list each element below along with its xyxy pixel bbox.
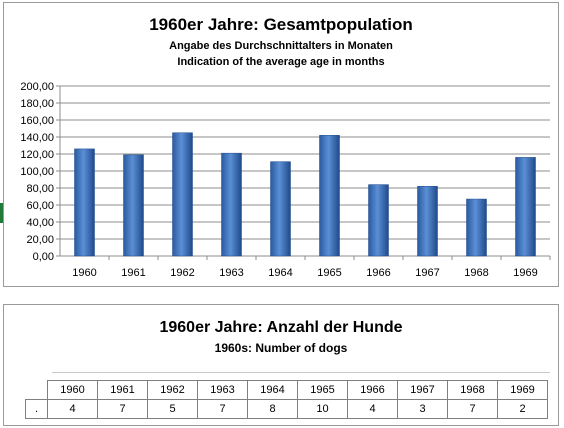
- chart-title: 1960er Jahre: Gesamtpopulation: [149, 15, 413, 34]
- y-tick-label: 100,00: [20, 166, 54, 178]
- chart-panel[interactable]: 1960er Jahre: Gesamtpopulation Angabe de…: [3, 2, 559, 287]
- x-tick-label: 1963: [219, 267, 243, 279]
- year-cell[interactable]: 1963: [197, 380, 248, 400]
- x-tick-label: 1962: [170, 267, 194, 279]
- x-tick-label: 1961: [121, 267, 145, 279]
- sheet-tab-marker: [0, 203, 3, 223]
- year-cell[interactable]: 1965: [297, 380, 348, 400]
- bar-1967[interactable]: [417, 186, 438, 257]
- table-row-counts: . 4 7 5 7 8 10 4 3 7 2: [25, 399, 548, 419]
- bar-1963[interactable]: [221, 152, 242, 257]
- bar-1965[interactable]: [319, 135, 340, 257]
- x-tick-label: 1960: [72, 267, 96, 279]
- count-cell[interactable]: 8: [247, 399, 298, 419]
- row-label-cell[interactable]: .: [25, 399, 48, 419]
- empty-corner-cell: [26, 381, 48, 400]
- bar-1969[interactable]: [515, 157, 536, 257]
- bar-1964[interactable]: [270, 161, 291, 257]
- bar-chart: 0,00 20,00 40,00 60,00 80,00 100,00 120,00 140,…: [20, 81, 551, 279]
- count-cell[interactable]: 7: [97, 399, 148, 419]
- table-panel[interactable]: 1960er Jahre: Anzahl der Hunde 1960s: Nu…: [3, 304, 559, 426]
- x-tick-label: 1966: [366, 267, 390, 279]
- bar-1960[interactable]: [74, 148, 95, 257]
- x-tick-label: 1965: [317, 267, 341, 279]
- y-tick-label: 20,00: [26, 234, 54, 246]
- year-cell[interactable]: 1969: [497, 380, 548, 400]
- count-cell[interactable]: 7: [197, 399, 248, 419]
- x-tick-label: 1969: [513, 267, 537, 279]
- y-tick-label: 140,00: [20, 132, 54, 144]
- year-cell[interactable]: 1967: [397, 380, 448, 400]
- table-title: 1960er Jahre: Anzahl der Hunde: [159, 319, 403, 336]
- bar-1966[interactable]: [368, 184, 389, 257]
- year-cell[interactable]: 1964: [247, 380, 298, 400]
- y-tick-label: 200,00: [20, 81, 54, 93]
- count-cell[interactable]: 4: [347, 399, 398, 419]
- y-tick-label: 160,00: [20, 115, 54, 127]
- chart-subtitle-en: Indication of the average age in months: [177, 56, 385, 68]
- year-cell[interactable]: 1961: [97, 380, 148, 400]
- count-cell[interactable]: 3: [397, 399, 448, 419]
- bar-1968[interactable]: [466, 198, 487, 257]
- year-cell[interactable]: 1960: [47, 380, 98, 400]
- y-tick-label: 180,00: [20, 98, 54, 110]
- chart-subtitle-de: Angabe des Durchschnittalters in Monaten: [169, 40, 393, 52]
- year-cell[interactable]: 1966: [347, 380, 398, 400]
- bar-1962[interactable]: [172, 132, 193, 257]
- bar-1961[interactable]: [123, 154, 144, 257]
- table-subtitle: 1960s: Number of dogs: [214, 341, 348, 355]
- x-tick-label: 1968: [464, 267, 488, 279]
- year-cell[interactable]: 1962: [147, 380, 198, 400]
- count-cell[interactable]: 7: [447, 399, 498, 419]
- y-tick-label: 120,00: [20, 149, 54, 161]
- count-cell[interactable]: 10: [297, 399, 348, 419]
- table-row-years: 1960 1961 1962 1963 1964 1965 1966 1967 …: [26, 380, 548, 400]
- count-cell[interactable]: 2: [497, 399, 548, 419]
- count-cell[interactable]: 4: [47, 399, 98, 419]
- year-cell[interactable]: 1968: [447, 380, 498, 400]
- x-tick-label: 1967: [415, 267, 439, 279]
- y-tick-label: 80,00: [26, 183, 54, 195]
- table-divider: [52, 372, 550, 373]
- count-cell[interactable]: 5: [147, 399, 198, 419]
- y-tick-label: 40,00: [26, 217, 54, 229]
- y-tick-label: 0,00: [33, 251, 54, 263]
- x-tick-label: 1964: [268, 267, 292, 279]
- dog-count-table: 1960 1961 1962 1963 1964 1965 1966 1967 …: [25, 380, 548, 419]
- y-tick-label: 60,00: [26, 200, 54, 212]
